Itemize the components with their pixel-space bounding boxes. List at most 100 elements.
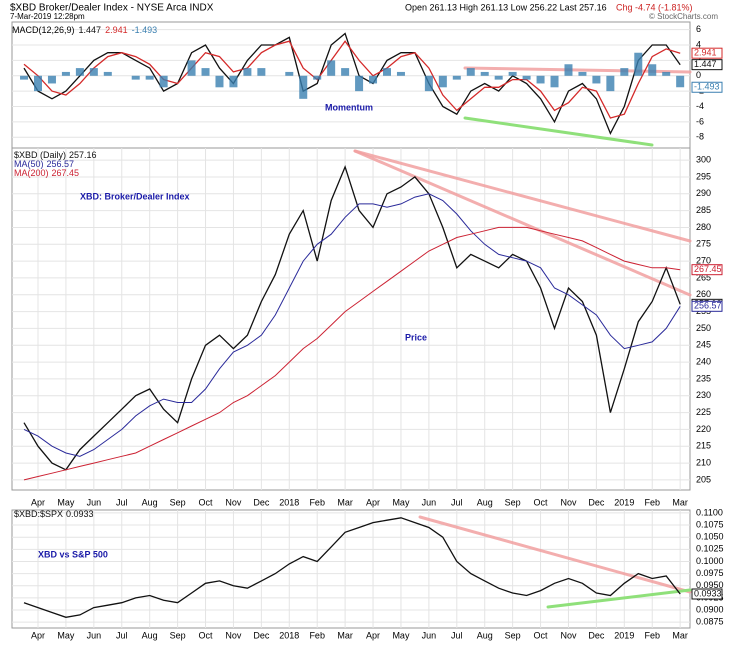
y-tick-label: 4 bbox=[696, 39, 701, 49]
y-tick-label: 285 bbox=[696, 205, 711, 215]
y-tick-label: 0.0900 bbox=[696, 604, 724, 614]
last-value-box bbox=[691, 264, 723, 276]
y-tick-label: 0.1025 bbox=[696, 544, 724, 554]
histogram-bar bbox=[564, 64, 573, 76]
annotation: Price bbox=[405, 332, 427, 342]
legend-name: $XBD:$SPX bbox=[14, 509, 63, 519]
x-tick-label: Apr bbox=[366, 497, 380, 507]
y-tick-label: 6 bbox=[696, 24, 701, 34]
x-tick-label: May bbox=[392, 497, 410, 507]
histogram-bar bbox=[494, 75, 503, 80]
last-value-box bbox=[691, 588, 723, 600]
x-tick-label: Sep bbox=[170, 497, 186, 507]
x-tick-label: Nov bbox=[560, 630, 577, 640]
x-tick-label: Jun bbox=[87, 630, 102, 640]
histogram-bar bbox=[299, 75, 308, 99]
histogram-bar bbox=[75, 68, 84, 76]
trendline bbox=[353, 149, 692, 297]
x-tick-label: 2018 bbox=[279, 630, 299, 640]
x-tick-label: Jun bbox=[87, 497, 102, 507]
last-value-label: 0.0933 bbox=[694, 588, 722, 598]
legend-name: MA(50) bbox=[14, 159, 44, 169]
y-tick-label: -8 bbox=[696, 132, 704, 142]
x-tick-label: May bbox=[392, 630, 410, 640]
legend-value: 0.0933 bbox=[66, 509, 94, 519]
histogram-bar bbox=[285, 71, 294, 76]
y-tick-label: 205 bbox=[696, 474, 711, 484]
y-tick-label: 0.0875 bbox=[696, 617, 724, 627]
histogram-bar bbox=[452, 75, 461, 80]
annotation: XBD vs S&P 500 bbox=[38, 549, 108, 559]
trendline bbox=[418, 515, 692, 594]
legend: MACD(12,26,9) 1.447 2.941 -1.493 bbox=[12, 25, 157, 35]
y-tick-label: 260 bbox=[696, 289, 711, 299]
x-tick-label: Jul bbox=[451, 630, 463, 640]
y-tick-label: 270 bbox=[696, 255, 711, 265]
panes: 6420-2-4-6-82052102152202252302352402452… bbox=[11, 21, 724, 640]
legend-name: $XBD (Daily) bbox=[14, 150, 66, 160]
y-tick-label: 0.0975 bbox=[696, 568, 724, 578]
legend-value: 256.57 bbox=[47, 159, 75, 169]
x-tick-label: Dec bbox=[253, 497, 270, 507]
histogram-bar bbox=[536, 75, 545, 84]
x-tick-label: Mar bbox=[337, 630, 353, 640]
y-tick-label: 235 bbox=[696, 373, 711, 383]
last-value-box bbox=[691, 81, 723, 93]
x-tick-label: May bbox=[57, 497, 75, 507]
x-tick-label: Feb bbox=[644, 630, 660, 640]
histogram-bar bbox=[34, 75, 42, 92]
x-tick-label: 2018 bbox=[279, 497, 299, 507]
legend-name: MA(200) bbox=[14, 168, 49, 178]
last-value-box bbox=[691, 59, 723, 71]
x-tick-label: Aug bbox=[477, 630, 493, 640]
x-tick-label: Aug bbox=[142, 497, 158, 507]
histogram-bar bbox=[257, 68, 266, 76]
histogram-bar bbox=[327, 60, 336, 76]
histogram-bar bbox=[396, 71, 405, 76]
y-tick-label: 245 bbox=[696, 340, 711, 350]
histogram-bar bbox=[355, 75, 364, 92]
histogram-bar bbox=[578, 71, 587, 76]
series-line bbox=[23, 193, 681, 457]
legend-entry: MA(200) 267.45 bbox=[14, 168, 79, 178]
histogram-bar bbox=[313, 75, 322, 80]
y-tick-label: 275 bbox=[696, 239, 711, 249]
y-tick-label: 240 bbox=[696, 356, 711, 366]
histogram-bar bbox=[438, 75, 447, 88]
x-tick-label: Sep bbox=[170, 630, 186, 640]
histogram-bar bbox=[662, 71, 671, 76]
x-tick-label: Jul bbox=[451, 497, 463, 507]
legend-value: -1.493 bbox=[132, 25, 158, 35]
x-tick-label: Apr bbox=[31, 497, 45, 507]
trendline bbox=[546, 588, 692, 609]
last-value-label: 1.447 bbox=[694, 59, 717, 69]
histogram-bar bbox=[508, 71, 517, 76]
x-tick-label: Dec bbox=[588, 497, 605, 507]
x-tick-label: Aug bbox=[142, 630, 158, 640]
x-tick-label: 2019 bbox=[614, 497, 634, 507]
series-line bbox=[23, 40, 681, 119]
trendline bbox=[463, 116, 654, 147]
x-tick-label: Dec bbox=[253, 630, 270, 640]
histogram-bar bbox=[145, 75, 154, 80]
x-tick-label: Apr bbox=[31, 630, 45, 640]
x-tick-label: Nov bbox=[560, 497, 577, 507]
legend-value: 257.16 bbox=[69, 150, 97, 160]
header-quote: Open 261.13 High 261.13 Low 256.22 Last … bbox=[405, 2, 607, 12]
x-tick-label: Oct bbox=[199, 630, 214, 640]
histogram-bar bbox=[676, 75, 685, 88]
y-tick-label: 250 bbox=[696, 323, 711, 333]
x-tick-label: Jun bbox=[422, 630, 437, 640]
histogram-bar bbox=[215, 75, 224, 88]
histogram-bar bbox=[61, 71, 70, 76]
y-tick-label: 0.1050 bbox=[696, 532, 724, 542]
histogram-bar bbox=[522, 75, 531, 80]
header-change: Chg -4.74 (-1.81%) bbox=[616, 2, 693, 12]
histogram-bar bbox=[480, 71, 489, 76]
legend-entry: $XBD (Daily) 257.16 bbox=[14, 150, 97, 160]
histogram-bar bbox=[592, 75, 601, 84]
series-line bbox=[23, 226, 681, 481]
